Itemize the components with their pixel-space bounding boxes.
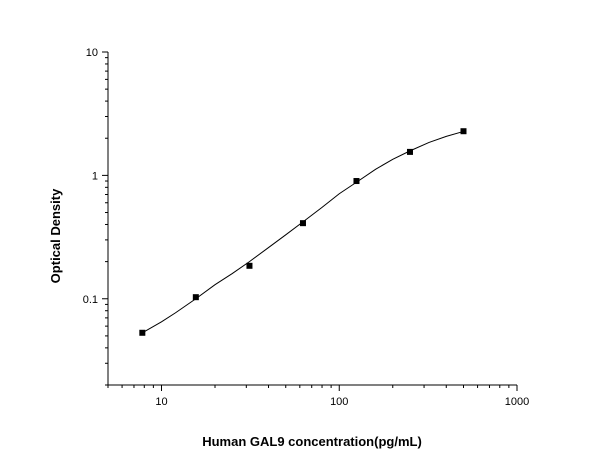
data-point [192,294,199,301]
x-axis-title: Human GAL9 concentration(pg/mL) [202,434,422,449]
tick-labels: 10 100 1000 0.1 1 10 [83,47,530,408]
y-axis-title: Optical Density [48,188,63,283]
data-points [139,128,467,336]
data-point [299,220,306,227]
fit-curve-layer [142,130,464,334]
data-point [406,148,413,155]
y-tick-label: 0.1 [83,294,98,306]
data-point [246,262,253,269]
x-tick-label: 1000 [505,396,529,408]
data-point [460,128,467,135]
axes [102,51,518,391]
y-tick-label: 10 [86,47,98,59]
x-tick-label: 10 [155,396,167,408]
y-tick-label: 1 [92,170,98,182]
data-point [353,178,360,185]
data-point [139,329,146,336]
fit-curve [142,130,464,334]
x-tick-label: 100 [330,396,348,408]
